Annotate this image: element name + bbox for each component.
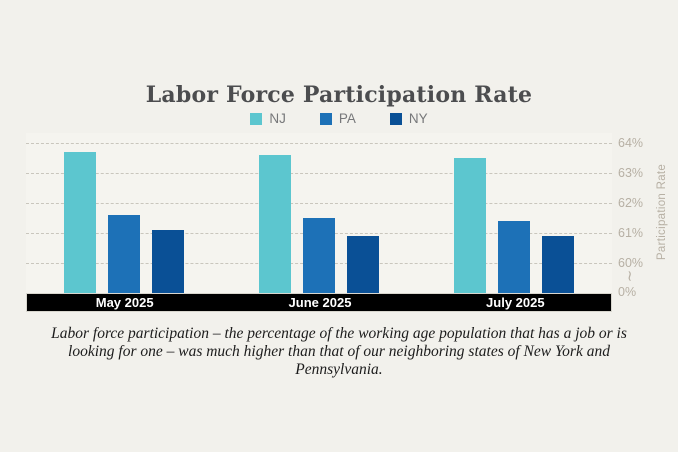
bar-pa-june-2025 — [303, 218, 335, 293]
y-tick-label-61: 61% — [618, 226, 644, 240]
bar-nj-may-2025 — [63, 152, 96, 293]
caption: Labor force participation – the percenta… — [51, 325, 627, 378]
bar-nj-june-2025 — [259, 155, 291, 293]
plot-area — [26, 133, 612, 293]
y-axis-title: Participation Rate — [656, 163, 668, 261]
bar-pa-may-2025 — [107, 215, 140, 293]
legend-swatch-nj — [250, 112, 263, 125]
y-tick-label-63: 63% — [618, 166, 644, 180]
bar-nj-july-2025 — [454, 158, 487, 293]
bar-ny-may-2025 — [151, 230, 184, 293]
legend-swatch-pa — [319, 112, 332, 125]
legend-item-nj: NJ — [250, 111, 286, 126]
bar-ny-june-2025 — [347, 236, 379, 293]
gridline-63 — [26, 173, 612, 174]
legend-label: PA — [338, 111, 356, 126]
x-axis-label-may-2025: May 2025 — [95, 295, 154, 310]
x-axis-label-june-2025: June 2025 — [288, 295, 352, 310]
legend-label: NJ — [269, 111, 286, 126]
bar-pa-july-2025 — [498, 221, 531, 293]
chart-title: Labor Force Participation Rate — [145, 82, 533, 108]
legend-item-ny: NY — [389, 111, 428, 126]
legend-label: NY — [408, 111, 428, 126]
legend-swatch-ny — [389, 112, 402, 125]
y-tick-label-64: 64% — [618, 136, 644, 150]
y-tick-label-62: 62% — [618, 196, 644, 210]
y-tick-label-0: 0% — [618, 285, 637, 299]
x-axis-label-july-2025: July 2025 — [486, 295, 545, 310]
gridline-62 — [26, 203, 612, 204]
y-tick-label-60: 60% — [618, 256, 644, 270]
legend: NJ PA NY — [0, 111, 678, 126]
legend-item-pa: PA — [319, 111, 356, 126]
x-axis-bar: May 2025 June 2025 July 2025 — [26, 293, 612, 312]
gridline-64 — [26, 143, 612, 144]
bar-ny-july-2025 — [542, 236, 575, 293]
